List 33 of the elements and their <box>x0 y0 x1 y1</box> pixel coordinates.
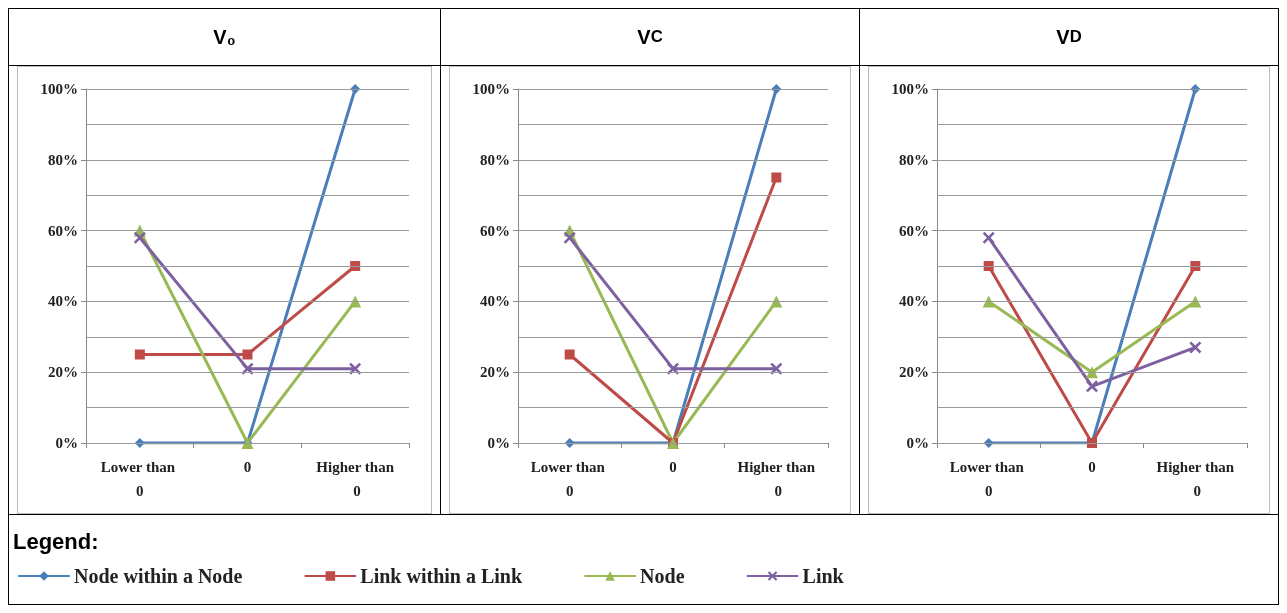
legend-label: Link <box>802 565 845 587</box>
legend-label: Node within a Node <box>74 565 243 587</box>
legend-title: Legend: <box>13 529 100 555</box>
legend-label: Node <box>640 565 685 587</box>
y-tick-label: 60% <box>480 222 510 239</box>
y-tick-label: 60% <box>899 222 929 239</box>
x-tick-label: Lower than 0 <box>100 459 179 499</box>
y-tick-label: 80% <box>480 151 510 168</box>
x-tick-label: Higher than 0 <box>316 459 395 499</box>
y-tick-label: 60% <box>48 222 78 239</box>
x-tick-label: Higher than 0 <box>1156 459 1235 499</box>
y-tick-label: 100% <box>891 81 929 97</box>
x-tick-label: Higher than 0 <box>737 459 816 499</box>
y-tick-label: 100% <box>472 81 510 97</box>
x-tick-label: Lower than 0 <box>530 459 609 499</box>
y-tick-label: 40% <box>899 293 929 310</box>
x-tick-label: 0 <box>243 459 252 475</box>
y-tick-label: 20% <box>899 364 929 381</box>
x-tick-label: 0 <box>669 459 677 475</box>
y-tick-label: 20% <box>48 364 78 381</box>
y-tick-label: 0% <box>906 435 929 451</box>
legend-label: Link within a Link <box>360 565 523 587</box>
chart-title: V₀ <box>212 24 237 50</box>
y-tick-label: 40% <box>480 293 510 310</box>
x-tick-label: 0 <box>1088 459 1096 475</box>
y-tick-label: 20% <box>480 364 510 381</box>
y-tick-label: 0% <box>487 435 510 451</box>
y-tick-label: 40% <box>48 293 78 310</box>
y-tick-label: 80% <box>48 151 78 168</box>
y-tick-label: 80% <box>899 151 929 168</box>
y-tick-label: 0% <box>55 435 78 451</box>
y-tick-label: 100% <box>40 81 78 97</box>
x-tick-label: Lower than 0 <box>949 459 1028 499</box>
